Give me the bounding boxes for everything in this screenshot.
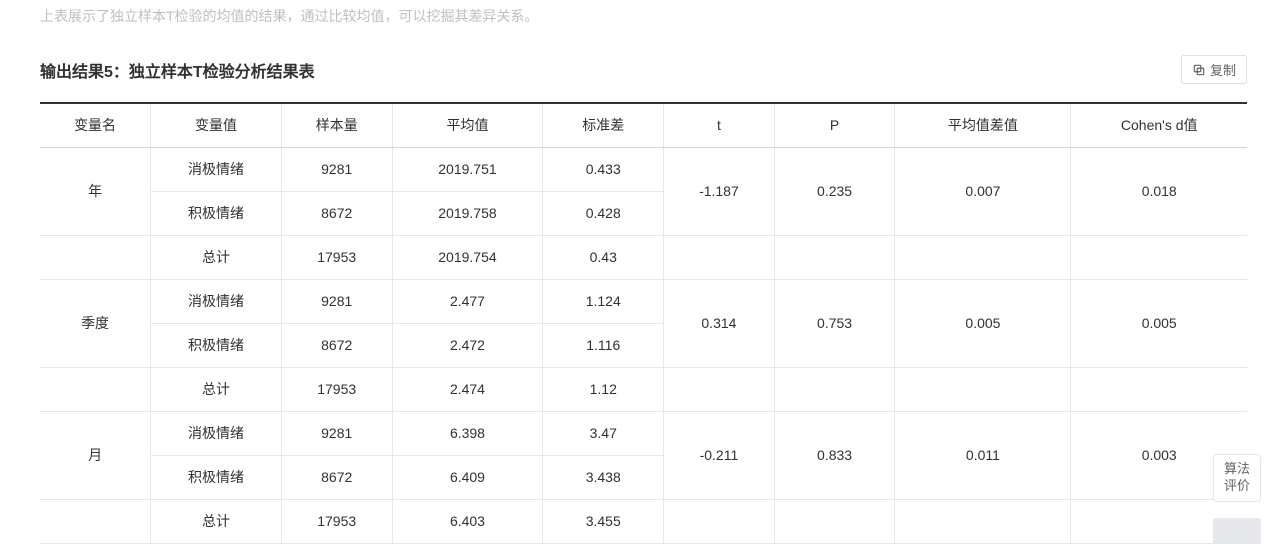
cell-mean: 2.477 xyxy=(392,279,543,323)
col-t: t xyxy=(664,103,775,147)
scroll-indicator xyxy=(1213,518,1261,544)
cell-varvalue: 总计 xyxy=(151,235,282,279)
cell-p: 0.833 xyxy=(774,411,895,499)
cell-varvalue: 总计 xyxy=(151,367,282,411)
ttest-result-table: 变量名 变量值 样本量 平均值 标准差 t P 平均值差值 Cohen's d值… xyxy=(40,102,1247,544)
table-header-row: 变量名 变量值 样本量 平均值 标准差 t P 平均值差值 Cohen's d值 xyxy=(40,103,1247,147)
cell-mean: 6.409 xyxy=(392,455,543,499)
cell-empty xyxy=(895,367,1071,411)
cell-t: 0.314 xyxy=(664,279,775,367)
cell-empty xyxy=(664,499,775,543)
cell-n: 9281 xyxy=(281,147,392,191)
cell-t: -0.211 xyxy=(664,411,775,499)
algorithm-review-button[interactable]: 算法评价 xyxy=(1213,454,1261,502)
cell-empty xyxy=(1071,235,1247,279)
cell-p: 0.753 xyxy=(774,279,895,367)
cell-mean: 2.472 xyxy=(392,323,543,367)
col-sample-size: 样本量 xyxy=(281,103,392,147)
cell-empty xyxy=(664,235,775,279)
cell-varname: 月 xyxy=(40,411,151,499)
cell-meandiff: 0.005 xyxy=(895,279,1071,367)
cell-mean: 2.474 xyxy=(392,367,543,411)
col-mean-diff: 平均值差值 xyxy=(895,103,1071,147)
cell-std: 1.124 xyxy=(543,279,664,323)
col-variable-name: 变量名 xyxy=(40,103,151,147)
cell-std: 0.433 xyxy=(543,147,664,191)
section-title: 输出结果5：独立样本T检验分析结果表 xyxy=(40,58,315,82)
cell-varname: 季度 xyxy=(40,279,151,367)
cell-varvalue: 消极情绪 xyxy=(151,147,282,191)
cell-varvalue: 积极情绪 xyxy=(151,323,282,367)
cell-cohensd: 0.018 xyxy=(1071,147,1247,235)
col-std: 标准差 xyxy=(543,103,664,147)
copy-button-label: 复制 xyxy=(1210,60,1236,79)
copy-button[interactable]: 复制 xyxy=(1181,55,1247,84)
cell-mean: 6.403 xyxy=(392,499,543,543)
cell-std: 1.12 xyxy=(543,367,664,411)
table-row-total: 总计179532.4741.12 xyxy=(40,367,1247,411)
cell-empty xyxy=(895,499,1071,543)
copy-icon xyxy=(1192,63,1206,77)
col-p: P xyxy=(774,103,895,147)
cell-mean: 6.398 xyxy=(392,411,543,455)
cell-varvalue: 积极情绪 xyxy=(151,191,282,235)
table-row-total: 总计179532019.7540.43 xyxy=(40,235,1247,279)
cell-n: 17953 xyxy=(281,499,392,543)
cell-empty xyxy=(774,235,895,279)
cell-varname-empty xyxy=(40,235,151,279)
cell-std: 3.438 xyxy=(543,455,664,499)
cell-empty xyxy=(774,499,895,543)
table-row: 月消极情绪92816.3983.47-0.2110.8330.0110.003 xyxy=(40,411,1247,455)
intro-text: 上表展示了独立样本T检验的均值的结果，通过比较均值，可以挖掘其差异关系。 xyxy=(40,6,1247,27)
cell-n: 17953 xyxy=(281,367,392,411)
table-row: 季度消极情绪92812.4771.1240.3140.7530.0050.005 xyxy=(40,279,1247,323)
cell-n: 9281 xyxy=(281,279,392,323)
cell-n: 8672 xyxy=(281,191,392,235)
cell-empty xyxy=(664,367,775,411)
col-mean: 平均值 xyxy=(392,103,543,147)
cell-p: 0.235 xyxy=(774,147,895,235)
cell-varvalue: 消极情绪 xyxy=(151,279,282,323)
cell-n: 8672 xyxy=(281,323,392,367)
cell-empty xyxy=(895,235,1071,279)
cell-varname: 年 xyxy=(40,147,151,235)
cell-empty xyxy=(774,367,895,411)
cell-varname-empty xyxy=(40,367,151,411)
cell-std: 0.428 xyxy=(543,191,664,235)
cell-std: 0.43 xyxy=(543,235,664,279)
section-header: 输出结果5：独立样本T检验分析结果表 复制 xyxy=(40,55,1247,84)
cell-cohensd: 0.005 xyxy=(1071,279,1247,367)
cell-std: 3.47 xyxy=(543,411,664,455)
cell-varvalue: 积极情绪 xyxy=(151,455,282,499)
cell-mean: 2019.751 xyxy=(392,147,543,191)
col-cohens-d: Cohen's d值 xyxy=(1071,103,1247,147)
cell-meandiff: 0.007 xyxy=(895,147,1071,235)
col-variable-value: 变量值 xyxy=(151,103,282,147)
cell-n: 17953 xyxy=(281,235,392,279)
cell-mean: 2019.758 xyxy=(392,191,543,235)
table-row: 年消极情绪92812019.7510.433-1.1870.2350.0070.… xyxy=(40,147,1247,191)
cell-n: 8672 xyxy=(281,455,392,499)
cell-std: 3.455 xyxy=(543,499,664,543)
cell-mean: 2019.754 xyxy=(392,235,543,279)
cell-std: 1.116 xyxy=(543,323,664,367)
cell-meandiff: 0.011 xyxy=(895,411,1071,499)
cell-t: -1.187 xyxy=(664,147,775,235)
cell-varvalue: 消极情绪 xyxy=(151,411,282,455)
cell-varname-empty xyxy=(40,499,151,543)
table-row-total: 总计179536.4033.455 xyxy=(40,499,1247,543)
cell-varvalue: 总计 xyxy=(151,499,282,543)
cell-n: 9281 xyxy=(281,411,392,455)
cell-empty xyxy=(1071,367,1247,411)
